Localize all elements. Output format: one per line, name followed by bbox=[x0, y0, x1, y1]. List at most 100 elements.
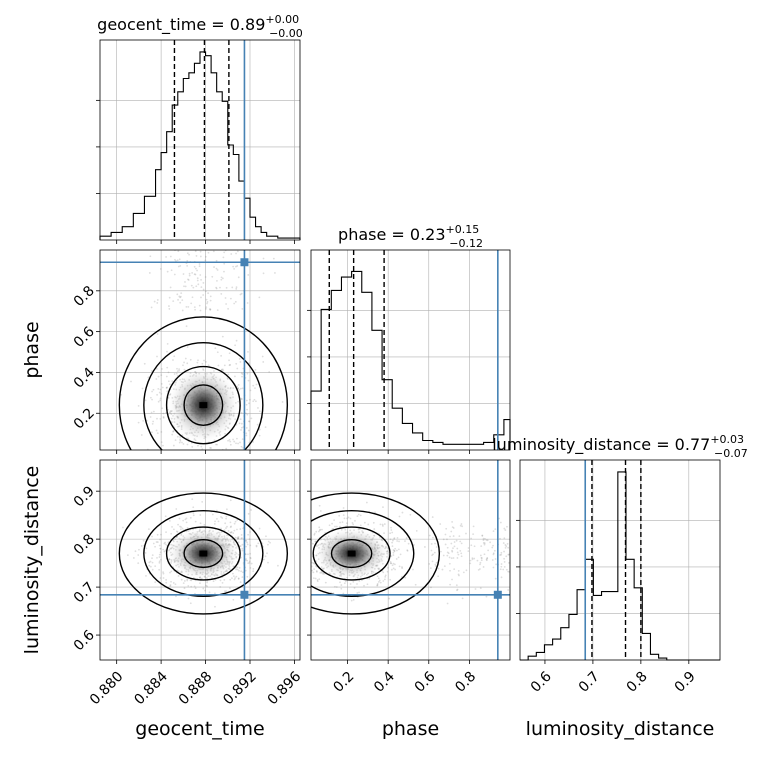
scatter-point bbox=[220, 470, 222, 472]
scatter-point bbox=[268, 371, 271, 373]
scatter-point bbox=[246, 541, 248, 544]
scatter-point bbox=[261, 355, 264, 358]
scatter-point bbox=[193, 265, 196, 268]
scatter-point bbox=[156, 333, 159, 335]
scatter-point bbox=[157, 375, 160, 378]
scatter-point bbox=[198, 304, 201, 307]
scatter-point bbox=[160, 392, 163, 395]
scatter-point bbox=[143, 362, 146, 365]
scatter-point bbox=[183, 580, 186, 582]
scatter-point bbox=[319, 528, 322, 531]
scatter-point bbox=[486, 557, 489, 560]
scatter-point bbox=[399, 553, 402, 556]
scatter-point bbox=[414, 583, 417, 586]
scatter-point bbox=[150, 306, 153, 309]
scatter-point bbox=[159, 547, 162, 550]
scatter-point bbox=[379, 523, 382, 526]
scatter-point bbox=[241, 576, 244, 579]
scatter-point bbox=[161, 368, 163, 370]
scatter-point bbox=[216, 279, 218, 282]
scatter-point bbox=[346, 517, 348, 520]
scatter-point bbox=[194, 250, 197, 253]
scatter-point bbox=[250, 562, 253, 565]
scatter-point bbox=[441, 568, 444, 571]
scatter-point bbox=[237, 276, 240, 279]
scatter-point bbox=[430, 586, 432, 589]
scatter-point bbox=[349, 517, 352, 520]
scatter-point bbox=[189, 516, 192, 519]
scatter-point bbox=[356, 583, 358, 585]
scatter-point bbox=[184, 357, 187, 360]
y-tick-label-luminosity_distance: 0.8 bbox=[71, 531, 98, 558]
scatter-point bbox=[479, 587, 482, 590]
scatter-point bbox=[179, 439, 182, 442]
scatter-point bbox=[393, 550, 396, 552]
scatter-point bbox=[203, 359, 205, 362]
density-peak bbox=[347, 550, 356, 557]
scatter-point bbox=[392, 554, 395, 556]
scatter-point bbox=[306, 546, 308, 548]
scatter-point bbox=[264, 426, 267, 429]
scatter-point bbox=[229, 521, 232, 524]
x-axis-label-luminosity_distance: luminosity_distance bbox=[526, 718, 715, 740]
scatter-point bbox=[338, 525, 341, 528]
scatter-point bbox=[305, 543, 307, 545]
x-tick-label-geocent_time: 0.880 bbox=[87, 669, 127, 709]
scatter-point bbox=[239, 528, 242, 530]
scatter-point bbox=[223, 251, 226, 254]
scatter-point bbox=[353, 587, 356, 589]
scatter-point bbox=[163, 550, 166, 553]
scatter-point bbox=[240, 429, 242, 431]
scatter-point bbox=[194, 456, 196, 458]
scatter-point bbox=[313, 568, 316, 571]
scatter-point bbox=[149, 396, 152, 399]
scatter-point bbox=[234, 375, 236, 378]
scatter-point bbox=[446, 546, 449, 549]
scatter-point bbox=[446, 602, 449, 605]
scatter-point bbox=[367, 523, 370, 526]
scatter-point bbox=[237, 541, 240, 544]
scatter-point bbox=[206, 585, 209, 588]
scatter-point bbox=[158, 556, 161, 558]
scatter-point bbox=[202, 288, 205, 291]
y-tick-label-luminosity_distance: 0.6 bbox=[71, 627, 98, 654]
scatter-point bbox=[227, 530, 230, 532]
scatter-point bbox=[458, 574, 460, 577]
scatter-point bbox=[378, 579, 381, 582]
scatter-point bbox=[457, 553, 460, 556]
scatter-point bbox=[152, 458, 154, 460]
scatter-point bbox=[167, 380, 170, 383]
scatter-point bbox=[476, 559, 479, 562]
scatter-point bbox=[373, 528, 376, 530]
scatter-point bbox=[507, 553, 510, 556]
scatter-point bbox=[120, 393, 123, 396]
scatter-point bbox=[204, 255, 207, 258]
scatter-point bbox=[381, 523, 384, 526]
scatter-point bbox=[504, 529, 507, 531]
scatter-point bbox=[255, 383, 258, 386]
scatter-frame bbox=[99, 249, 301, 451]
scatter-point bbox=[194, 587, 197, 590]
scatter-point bbox=[442, 538, 445, 541]
scatter-point bbox=[344, 580, 347, 583]
scatter-point bbox=[254, 369, 257, 371]
scatter-point bbox=[156, 393, 159, 396]
scatter-point bbox=[151, 554, 154, 556]
scatter-point bbox=[386, 570, 389, 573]
scatter-point bbox=[215, 286, 218, 289]
scatter-point bbox=[175, 530, 178, 533]
scatter-point bbox=[448, 556, 451, 559]
scatter-point bbox=[307, 529, 309, 531]
scatter-point bbox=[165, 578, 168, 581]
scatter-point bbox=[314, 577, 317, 580]
scatter-point bbox=[332, 527, 335, 530]
scatter-point bbox=[237, 387, 239, 389]
scatter-point bbox=[471, 557, 474, 560]
scatter-point bbox=[233, 302, 236, 305]
scatter-point bbox=[295, 582, 297, 584]
scatter-point bbox=[238, 569, 240, 572]
scatter-point bbox=[459, 524, 462, 527]
scatter-point bbox=[162, 577, 165, 579]
x-tick-label-phase: 0.8 bbox=[452, 669, 479, 696]
scatter-point bbox=[194, 308, 196, 311]
